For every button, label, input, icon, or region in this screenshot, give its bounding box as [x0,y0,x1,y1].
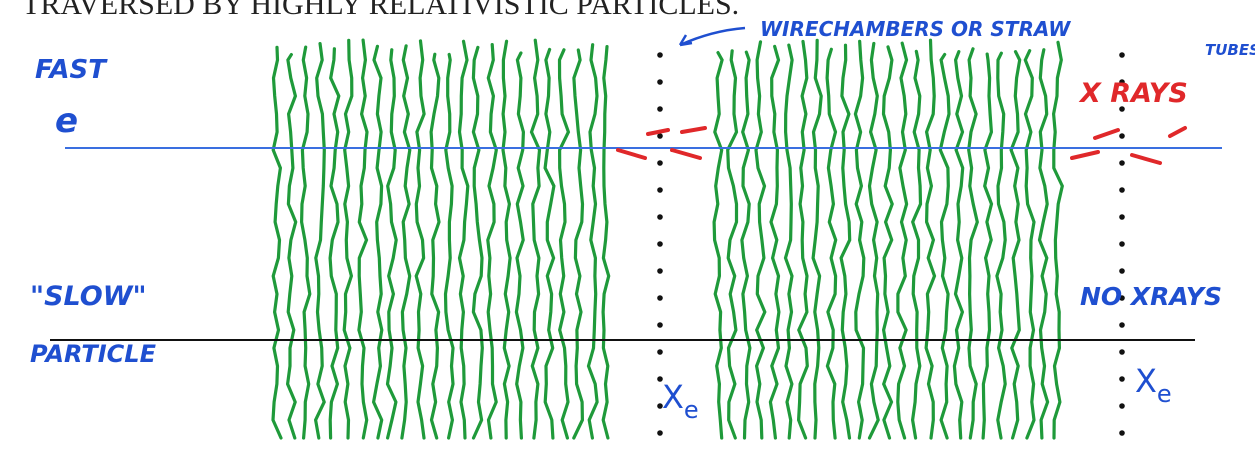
chamber-dot [1119,241,1125,247]
chamber-dot [657,268,663,274]
chamber-dot [657,430,663,436]
chamber-dot [1119,133,1125,139]
chamber-dot [1119,403,1125,409]
diagram: TRAVERSED BY HIGHLY RELATIVISTIC PARTICL… [0,0,1255,467]
xe-main: X [662,378,684,416]
title: TRAVERSED BY HIGHLY RELATIVISTIC PARTICL… [22,0,739,21]
chamber-dot [657,214,663,220]
chamber-dot [1119,430,1125,436]
chamber-dot [657,241,663,247]
chamber-dot [657,133,663,139]
chamber-dot [1119,376,1125,382]
chamber-dot [1119,187,1125,193]
chamber-dot [657,295,663,301]
xrays-label: X RAYS [1078,78,1188,109]
chamber-dot [1119,160,1125,166]
chamber-dot [1119,268,1125,274]
chamber-dot [657,106,663,112]
xe-sub: e [684,396,699,424]
chamber-dot [657,160,663,166]
electron-label: e [55,101,78,141]
chamber-dot [1119,52,1125,58]
fast-label: FAST [35,55,108,85]
no-xrays-label: NO XRAYS [1080,282,1222,311]
chamber-dot [657,187,663,193]
chamber-dot [1119,322,1125,328]
background [0,0,1255,467]
xe-sub: e [1157,380,1172,408]
slow-label: "SLOW" [30,281,147,312]
detector-label-2: TUBES [1205,41,1255,59]
chamber-dot [1119,349,1125,355]
chamber-dot [657,349,663,355]
chamber-dot [1119,214,1125,220]
particle-label: PARTICLE [30,340,157,368]
chamber-dot [657,322,663,328]
detector-label: WIRECHAMBERS OR STRAW [760,17,1071,41]
chamber-dot [657,79,663,85]
chamber-dot [657,52,663,58]
xe-main: X [1135,362,1157,400]
